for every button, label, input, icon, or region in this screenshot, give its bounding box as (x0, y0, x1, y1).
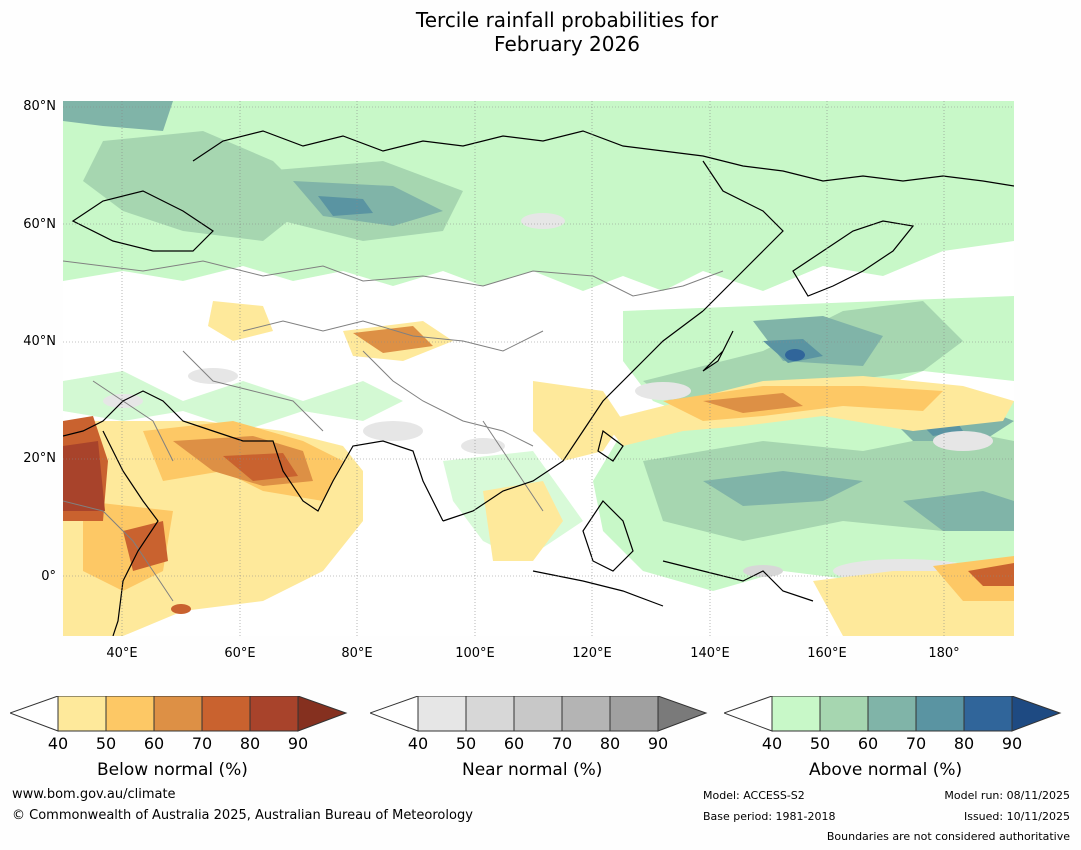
colorbar-swatch (105, 695, 155, 732)
issued-date: Issued: 10/11/2025 (963, 810, 1070, 823)
title-line-2: February 2026 (494, 32, 640, 56)
tick-label: 40 (47, 734, 69, 753)
colorbar-swatch (771, 695, 821, 732)
colorbar-swatch (915, 695, 965, 732)
colorbar-swatch (297, 695, 348, 732)
x-axis-label-120e: 120°E (572, 646, 612, 661)
tick-label: 80 (239, 734, 261, 753)
colorbar-swatch (561, 695, 611, 732)
colorbar-below-normal-title: Below normal (%) (97, 760, 248, 780)
y-axis-label-80n: 80°N (23, 99, 56, 114)
colorbar-swatch (1011, 695, 1062, 732)
above-normal-areas (63, 101, 1014, 591)
tick-label: 40 (761, 734, 783, 753)
colorbar-swatch (465, 695, 515, 732)
colorbar-swatch (657, 695, 708, 732)
colorbar-above-normal (722, 695, 1064, 736)
tick-label: 80 (953, 734, 975, 753)
colorbar-below-normal (8, 695, 350, 736)
x-axis-label-60e: 60°E (224, 646, 256, 661)
tick-label: 70 (191, 734, 213, 753)
tick-label: 50 (95, 734, 117, 753)
colorbar-swatch (57, 695, 107, 732)
tick-label: 60 (857, 734, 879, 753)
colorbar-swatch (417, 695, 467, 732)
colorbar-swatch (249, 695, 299, 732)
y-axis-label-40n: 40°N (23, 334, 56, 349)
base-period: Base period: 1981-2018 (703, 810, 836, 823)
x-axis-label-140e: 140°E (690, 646, 730, 661)
tick-label: 80 (599, 734, 621, 753)
colorbar-near-normal-title: Near normal (%) (462, 760, 603, 780)
colorbar-swatch (201, 695, 251, 732)
tick-label: 50 (809, 734, 831, 753)
map-canvas (62, 101, 1015, 637)
y-axis-label-60n: 60°N (23, 217, 56, 232)
tick-label: 90 (647, 734, 669, 753)
tick-label: 70 (905, 734, 927, 753)
colorbar-swatch (153, 695, 203, 732)
tick-label: 90 (287, 734, 309, 753)
x-axis-label-80e: 80°E (341, 646, 373, 661)
colorbar-swatch (867, 695, 917, 732)
colorbar-below-normal-swatches (8, 695, 348, 732)
x-axis-label-160e: 160°E (807, 646, 847, 661)
tick-label: 90 (1001, 734, 1023, 753)
below-normal-areas (63, 301, 1014, 636)
x-axis-label-100e: 100°E (455, 646, 495, 661)
model-run-date: Model run: 08/11/2025 (944, 789, 1070, 802)
country-borders (62, 260, 724, 602)
tick-label: 70 (551, 734, 573, 753)
coastlines (62, 130, 1015, 637)
boundaries-disclaimer: Boundaries are not considered authoritat… (826, 830, 1070, 843)
colorbar-above-normal-swatches (722, 695, 1062, 732)
model-name: Model: ACCESS-S2 (703, 789, 805, 802)
gridlines (63, 101, 1014, 636)
tick-label: 60 (143, 734, 165, 753)
website-link[interactable]: www.bom.gov.au/climate (12, 787, 176, 802)
colorbar-near-normal (368, 695, 710, 736)
y-axis-label-20n: 20°N (23, 451, 56, 466)
rainfall-probability-map (62, 101, 1015, 637)
colorbar-swatch (513, 695, 563, 732)
colorbar-above-normal-title: Above normal (%) (809, 760, 963, 780)
tick-label: 40 (407, 734, 429, 753)
colorbar-swatch (819, 695, 869, 732)
x-axis-label-180: 180° (928, 646, 960, 661)
copyright-notice: © Commonwealth of Australia 2025, Austra… (12, 808, 473, 823)
map-title: Tercile rainfall probabilities for Febru… (0, 8, 1081, 56)
tick-label: 60 (503, 734, 525, 753)
tick-label: 50 (455, 734, 477, 753)
colorbar-swatch (963, 695, 1013, 732)
colorbar-swatch (609, 695, 659, 732)
colorbar-near-normal-swatches (368, 695, 708, 732)
title-line-1: Tercile rainfall probabilities for (415, 8, 719, 32)
y-axis-label-0: 0° (41, 569, 56, 584)
x-axis-label-40e: 40°E (106, 646, 138, 661)
